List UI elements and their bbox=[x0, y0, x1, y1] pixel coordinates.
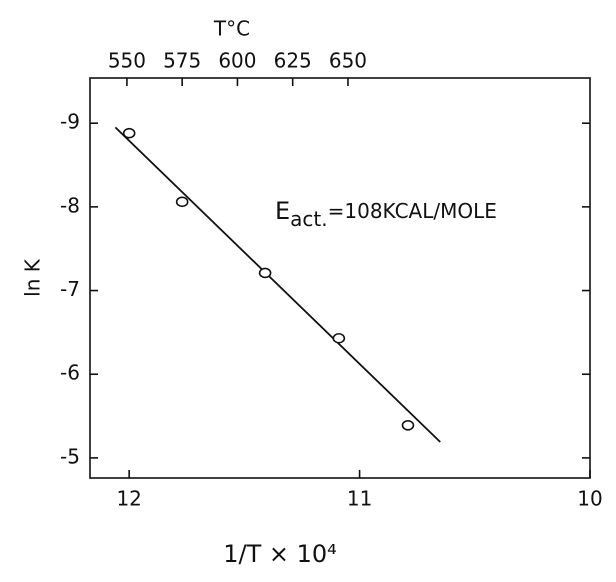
x-tick-label: 11 bbox=[347, 487, 372, 511]
y-tick-label: -8 bbox=[60, 193, 80, 217]
data-point bbox=[332, 332, 346, 344]
y-tick-label: -9 bbox=[60, 110, 80, 134]
x-axis-title: 1/T × 10⁴ bbox=[223, 540, 337, 568]
annotation-main: E bbox=[275, 197, 290, 225]
data-point bbox=[258, 267, 272, 279]
plot-frame bbox=[89, 77, 591, 479]
y-tick-label: -5 bbox=[60, 444, 80, 468]
fit-line bbox=[114, 126, 441, 443]
x2-axis-title: T°C bbox=[213, 17, 250, 41]
data-point bbox=[122, 127, 136, 139]
x-tick-label: 12 bbox=[116, 487, 141, 511]
x2-tick-label: 575 bbox=[163, 49, 201, 73]
y-tick-label: -6 bbox=[60, 361, 80, 385]
annotation-sub: act. bbox=[290, 207, 327, 231]
x2-tick-label: 550 bbox=[108, 49, 146, 73]
y-tick-label: -7 bbox=[60, 277, 80, 301]
x2-tick-label: 650 bbox=[329, 49, 367, 73]
y-axis-title: ln K bbox=[21, 258, 45, 297]
x-tick-label: 10 bbox=[577, 487, 602, 511]
data-point bbox=[401, 419, 415, 431]
data-point bbox=[175, 196, 189, 208]
x2-tick-label: 625 bbox=[274, 49, 312, 73]
annotation-rest: =108KCAL/MOLE bbox=[328, 199, 497, 223]
annotation: Eact.=108KCAL/MOLE bbox=[275, 197, 497, 231]
x2-tick-label: 600 bbox=[218, 49, 256, 73]
